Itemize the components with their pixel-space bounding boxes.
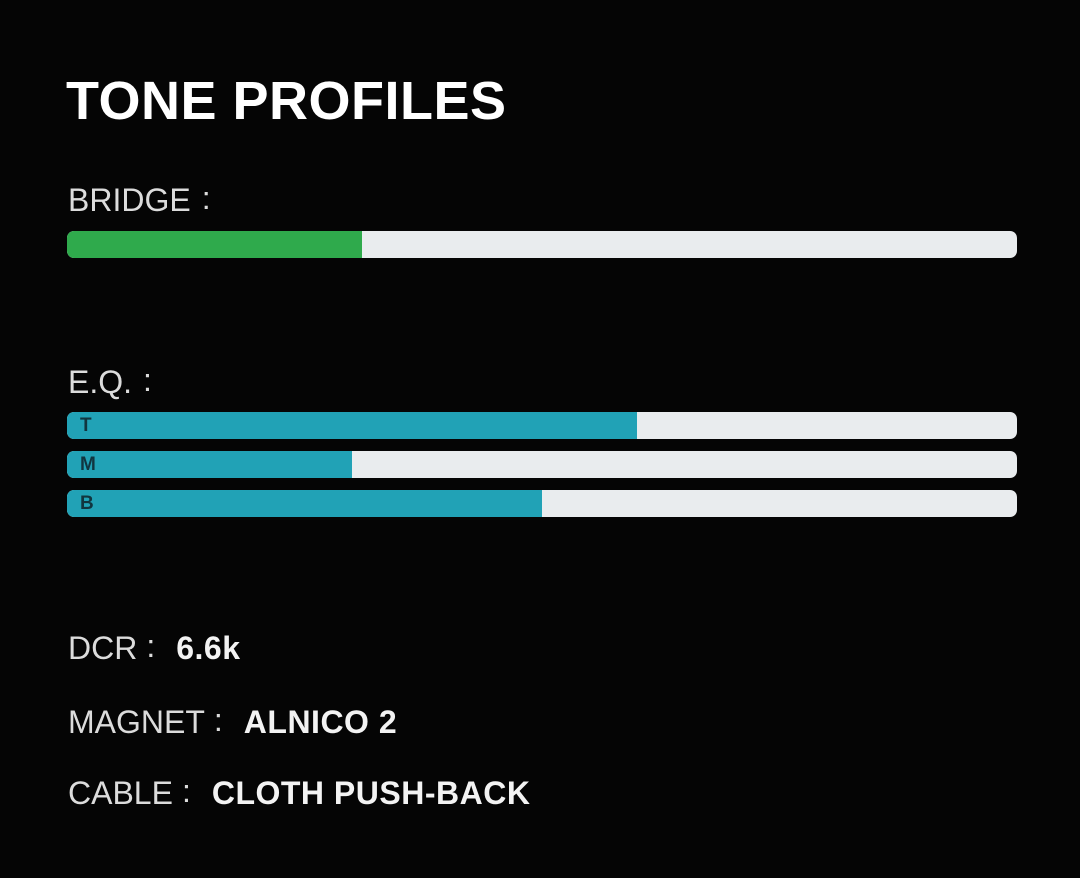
bridge-tone-bar-fill [67,231,362,258]
eq-label-colon: : [143,362,152,398]
eq-treble-bar: T [67,412,1017,439]
bridge-label-text: BRIDGE [68,182,191,218]
eq-bass-letter: B [80,493,94,514]
dcr-colon: : [146,628,156,664]
bridge-label-colon: : [201,180,211,216]
dcr-label: DCR [68,630,138,666]
cable-colon: : [181,773,191,809]
spec-row-magnet: MAGNET: ALNICO 2 [68,702,398,740]
eq-bass-bar-fill: B [67,490,542,517]
magnet-colon: : [213,702,223,738]
cable-label: CABLE [68,775,173,811]
eq-bass-bar: B [67,490,1017,517]
eq-label: E.Q.: [68,362,152,400]
eq-label-text: E.Q. [68,364,133,400]
eq-treble-bar-fill: T [67,412,637,439]
eq-mid-bar-fill: M [67,451,352,478]
spec-row-cable: CABLE: CLOTH PUSH-BACK [68,773,531,811]
eq-mid-bar: M [67,451,1017,478]
eq-mid-letter: M [80,454,96,475]
spec-row-dcr: DCR:6.6k [68,628,241,666]
magnet-label: MAGNET [68,704,205,740]
eq-treble-letter: T [80,415,92,436]
page-title: TONE PROFILES [66,71,507,131]
dcr-value: 6.6k [176,630,241,666]
magnet-value: ALNICO 2 [243,704,398,740]
bridge-tone-bar [67,231,1017,258]
bridge-label: BRIDGE: [68,180,211,218]
cable-value: CLOTH PUSH-BACK [211,775,531,811]
